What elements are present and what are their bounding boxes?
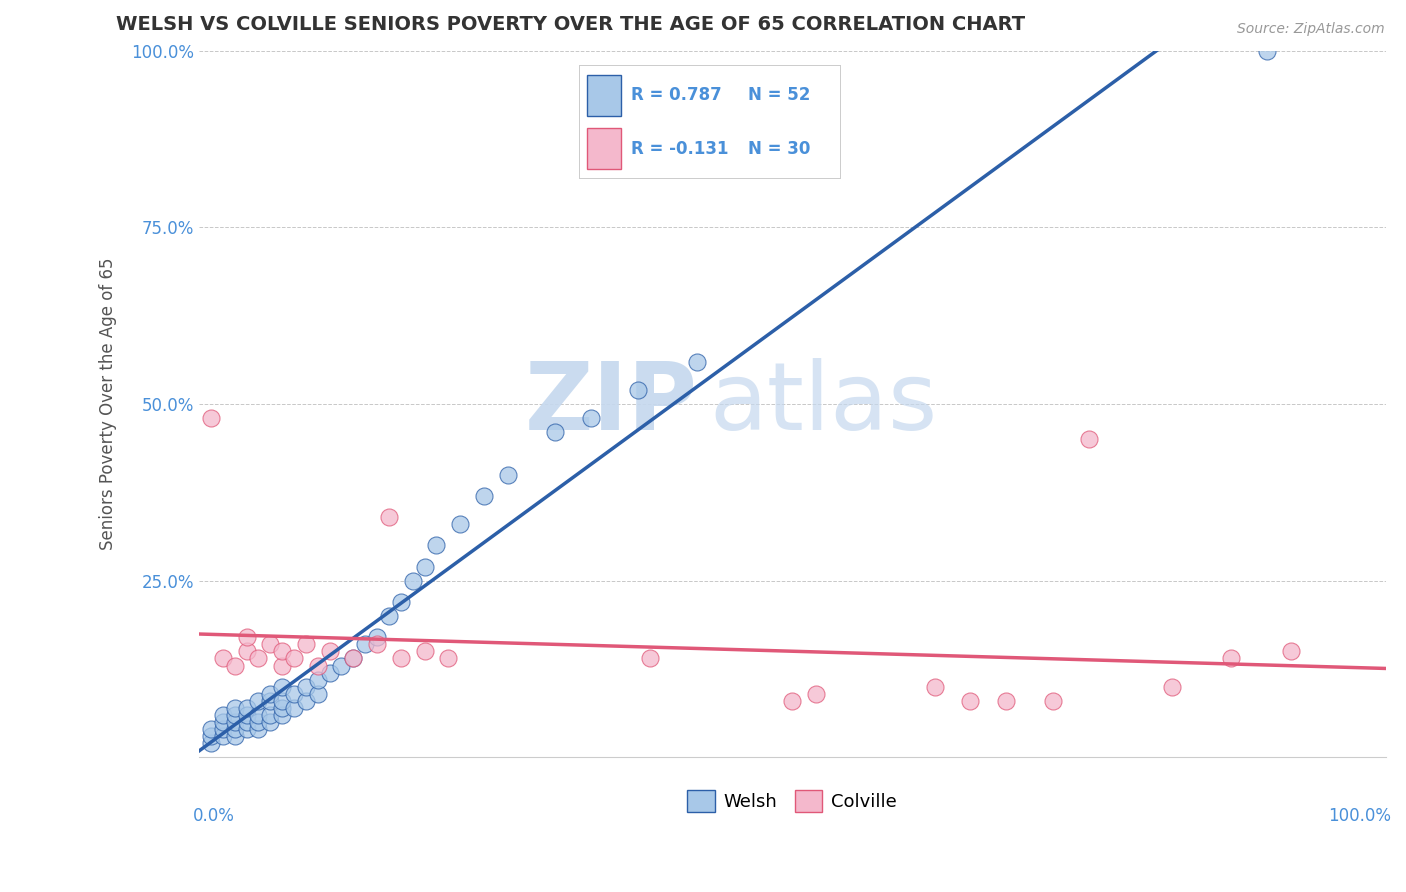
Point (200, 411, 222, 425)
Point (259, 637, 281, 651)
Text: WELSH VS COLVILLE SENIORS POVERTY OVER THE AGE OF 65 CORRELATION CHART: WELSH VS COLVILLE SENIORS POVERTY OVER T… (117, 15, 1025, 34)
Point (224, 722, 246, 736)
Point (271, 701, 294, 715)
Point (200, 722, 222, 736)
Point (389, 595, 412, 609)
Point (211, 651, 233, 665)
Point (247, 714, 270, 729)
Point (224, 708, 246, 723)
Text: 100.0%: 100.0% (1329, 807, 1392, 825)
Point (247, 694, 270, 708)
Point (959, 694, 981, 708)
Point (638, 651, 661, 665)
Point (354, 637, 377, 651)
Point (1042, 694, 1064, 708)
Point (235, 644, 257, 658)
Point (211, 729, 233, 743)
Point (200, 729, 222, 743)
Point (235, 708, 257, 723)
Point (307, 673, 329, 687)
Text: 0.0%: 0.0% (193, 807, 235, 825)
Point (211, 708, 233, 723)
Point (342, 651, 364, 665)
Point (1256, 44, 1278, 58)
Point (235, 714, 257, 729)
Point (295, 694, 318, 708)
Point (271, 708, 294, 723)
Text: Source: ZipAtlas.com: Source: ZipAtlas.com (1237, 22, 1385, 37)
Point (413, 559, 436, 574)
Point (283, 701, 305, 715)
Point (782, 694, 804, 708)
Point (235, 722, 257, 736)
Point (318, 665, 340, 680)
Point (627, 383, 650, 397)
Point (211, 714, 233, 729)
Point (378, 510, 401, 524)
Point (224, 658, 246, 673)
Y-axis label: Seniors Poverty Over the Age of 65: Seniors Poverty Over the Age of 65 (100, 258, 117, 550)
Point (330, 658, 353, 673)
Point (437, 651, 460, 665)
Point (295, 637, 318, 651)
Point (1077, 433, 1099, 447)
Point (924, 680, 946, 694)
Point (235, 701, 257, 715)
Point (994, 694, 1017, 708)
Point (271, 680, 294, 694)
Point (283, 651, 305, 665)
Point (247, 708, 270, 723)
Point (224, 714, 246, 729)
Point (247, 722, 270, 736)
Point (271, 658, 294, 673)
Point (259, 714, 281, 729)
Point (235, 630, 257, 644)
Point (1161, 680, 1184, 694)
Point (259, 694, 281, 708)
Point (259, 687, 281, 701)
Point (544, 425, 567, 440)
Point (686, 355, 709, 369)
Point (366, 637, 388, 651)
Point (271, 694, 294, 708)
Point (804, 687, 827, 701)
Point (579, 411, 602, 425)
Point (224, 701, 246, 715)
Legend: Welsh, Colville: Welsh, Colville (681, 782, 904, 819)
Point (259, 708, 281, 723)
Point (295, 680, 318, 694)
Point (449, 517, 471, 532)
Point (496, 467, 519, 482)
Point (378, 609, 401, 624)
Point (425, 538, 447, 552)
Point (318, 644, 340, 658)
Point (389, 651, 412, 665)
Point (1220, 651, 1243, 665)
Text: atlas: atlas (709, 358, 938, 450)
Point (402, 574, 425, 588)
Point (271, 644, 294, 658)
Point (247, 651, 270, 665)
Point (224, 729, 246, 743)
Point (283, 687, 305, 701)
Point (211, 722, 233, 736)
Point (472, 489, 495, 503)
Point (342, 651, 364, 665)
Point (307, 658, 329, 673)
Point (366, 630, 388, 644)
Text: ZIP: ZIP (524, 358, 697, 450)
Point (307, 687, 329, 701)
Point (200, 736, 222, 750)
Point (1279, 644, 1302, 658)
Point (413, 644, 436, 658)
